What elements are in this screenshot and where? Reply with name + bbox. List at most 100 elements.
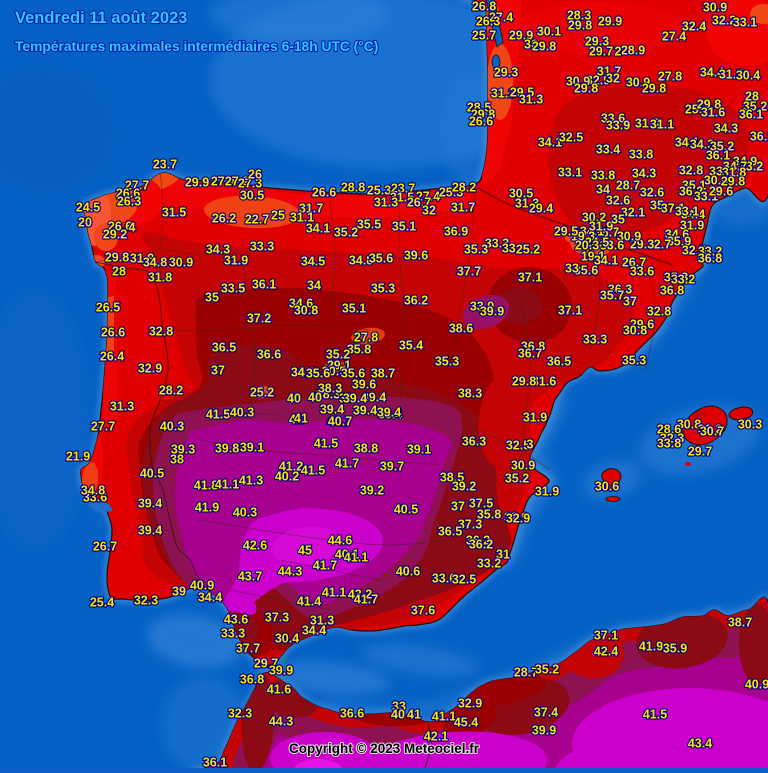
svg-text:43.6: 43.6	[224, 613, 248, 627]
svg-text:39.4: 39.4	[362, 391, 386, 405]
svg-text:24.5: 24.5	[76, 201, 100, 215]
svg-text:28.8: 28.8	[341, 181, 365, 195]
svg-text:35.5: 35.5	[357, 218, 381, 232]
svg-text:31.9: 31.9	[535, 485, 559, 499]
svg-text:42.6: 42.6	[243, 539, 267, 553]
svg-text:41.5: 41.5	[206, 408, 230, 422]
svg-text:31.1: 31.1	[290, 211, 314, 225]
svg-text:34.3: 34.3	[632, 167, 656, 181]
svg-text:33.5: 33.5	[221, 282, 245, 296]
svg-text:41.4: 41.4	[297, 595, 321, 609]
svg-text:39.4: 39.4	[377, 406, 401, 420]
svg-text:36.9: 36.9	[444, 225, 468, 239]
svg-text:39.2: 39.2	[452, 480, 476, 494]
svg-text:26.2: 26.2	[212, 212, 236, 226]
svg-text:33.1: 33.1	[694, 190, 718, 204]
svg-text:27.7: 27.7	[91, 420, 115, 434]
svg-text:33.6: 33.6	[601, 112, 625, 126]
svg-text:37.2: 37.2	[247, 312, 271, 326]
svg-text:26.7: 26.7	[407, 196, 431, 210]
svg-text:32.8: 32.8	[647, 305, 671, 319]
svg-text:33.8: 33.8	[657, 437, 681, 451]
svg-text:30.1: 30.1	[537, 25, 561, 39]
svg-text:39.2: 39.2	[360, 484, 384, 498]
svg-text:33: 33	[709, 165, 723, 179]
svg-text:39.7: 39.7	[380, 460, 404, 474]
svg-text:33.4: 33.4	[596, 143, 620, 157]
svg-text:29.6: 29.6	[630, 318, 654, 332]
svg-text:41.5: 41.5	[301, 464, 325, 478]
svg-text:32.9: 32.9	[138, 362, 162, 376]
svg-text:33.8: 33.8	[591, 169, 615, 183]
svg-text:43.7: 43.7	[238, 570, 262, 584]
svg-text:35.3: 35.3	[664, 271, 688, 285]
svg-text:41.7: 41.7	[335, 457, 359, 471]
svg-text:27.4: 27.4	[416, 190, 440, 204]
svg-text:26.4: 26.4	[100, 350, 124, 364]
svg-text:30.5: 30.5	[322, 365, 346, 379]
svg-text:31.7: 31.7	[451, 201, 475, 215]
svg-text:26.8: 26.8	[472, 0, 496, 14]
svg-text:39.1: 39.1	[240, 441, 264, 455]
svg-text:39.9: 39.9	[532, 724, 556, 738]
svg-text:30.3: 30.3	[738, 418, 762, 432]
svg-text:25.9: 25.9	[685, 103, 709, 117]
svg-text:41: 41	[294, 412, 308, 426]
svg-text:36.2: 36.2	[469, 538, 493, 552]
svg-text:33.3: 33.3	[250, 240, 274, 254]
svg-text:29.7: 29.7	[688, 445, 712, 459]
svg-text:29.9: 29.9	[509, 29, 533, 43]
svg-text:34.4: 34.4	[700, 66, 724, 80]
svg-text:32.6: 32.6	[606, 194, 630, 208]
svg-text:28.3: 28.3	[567, 9, 591, 23]
svg-text:45: 45	[298, 544, 312, 558]
svg-text:35.2: 35.2	[743, 100, 767, 114]
svg-text:27.7: 27.7	[125, 179, 149, 193]
svg-text:39.4: 39.4	[378, 408, 402, 422]
svg-text:30.9: 30.9	[566, 75, 590, 89]
svg-text:39.4: 39.4	[353, 404, 377, 418]
svg-text:41.7: 41.7	[313, 559, 337, 573]
svg-text:41.5: 41.5	[643, 708, 667, 722]
svg-text:35.4: 35.4	[399, 339, 423, 353]
svg-text:30.9: 30.9	[511, 459, 535, 473]
svg-text:37: 37	[451, 500, 465, 514]
svg-text:32.2: 32.2	[712, 14, 736, 28]
svg-text:33.6: 33.6	[83, 491, 107, 505]
svg-text:32.8: 32.8	[149, 325, 173, 339]
svg-text:20: 20	[78, 216, 92, 230]
svg-text:37.1: 37.1	[558, 304, 582, 318]
svg-text:28.6: 28.6	[657, 423, 681, 437]
svg-text:41.9: 41.9	[639, 640, 663, 654]
svg-text:32.9: 32.9	[506, 512, 530, 526]
svg-text:38.6: 38.6	[449, 322, 473, 336]
svg-text:34.4: 34.4	[198, 591, 222, 605]
svg-text:26.3: 26.3	[117, 195, 141, 209]
svg-text:25.2: 25.2	[250, 386, 274, 400]
svg-text:32.9: 32.9	[586, 74, 610, 88]
svg-text:31.3: 31.3	[374, 196, 398, 210]
svg-text:38.5: 38.5	[440, 471, 464, 485]
svg-text:32.3: 32.3	[660, 432, 684, 446]
svg-text:27.2: 27.2	[225, 175, 249, 189]
svg-text:41.5: 41.5	[314, 437, 338, 451]
svg-text:39.4: 39.4	[320, 403, 344, 417]
svg-text:36.1: 36.1	[706, 149, 730, 163]
svg-text:31.8: 31.8	[148, 271, 172, 285]
svg-text:31.3: 31.3	[110, 400, 134, 414]
svg-text:33.6: 33.6	[630, 265, 654, 279]
svg-text:35.6: 35.6	[574, 264, 598, 278]
svg-text:38: 38	[170, 453, 184, 467]
svg-text:29.6: 29.6	[709, 185, 733, 199]
svg-text:34.6: 34.6	[289, 297, 313, 311]
svg-text:31.5: 31.5	[635, 117, 659, 131]
svg-text:36.8: 36.8	[521, 340, 545, 354]
svg-text:32.9: 32.9	[458, 697, 482, 711]
svg-text:28.9: 28.9	[621, 44, 645, 58]
svg-text:29.8: 29.8	[568, 19, 592, 33]
svg-text:38.7: 38.7	[371, 367, 395, 381]
svg-text:33.6: 33.6	[432, 572, 456, 586]
svg-text:34.1: 34.1	[580, 225, 604, 239]
svg-text:29.9: 29.9	[185, 176, 209, 190]
svg-text:35: 35	[205, 291, 219, 305]
